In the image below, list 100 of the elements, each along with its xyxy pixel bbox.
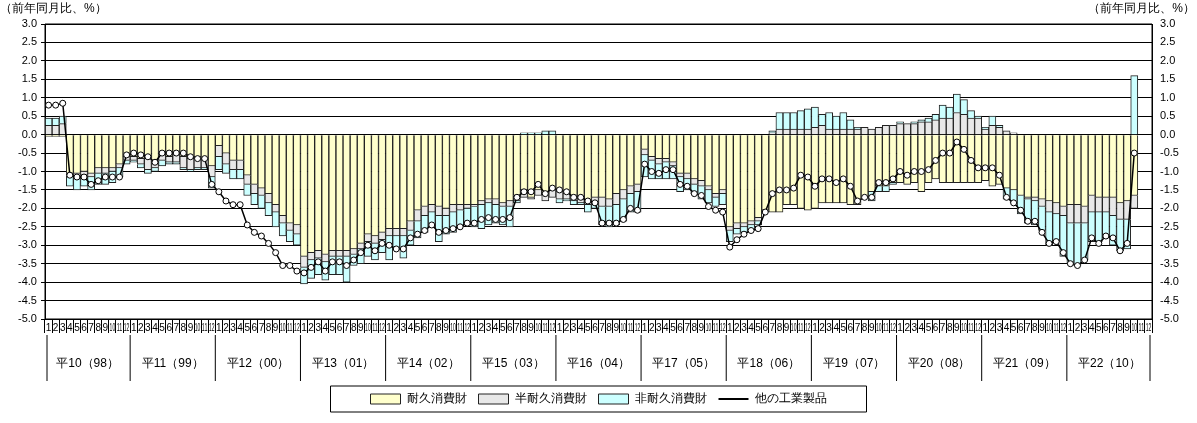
x-tick-label: 11 xyxy=(968,320,974,334)
x-tick-label: 10 xyxy=(876,320,882,334)
x-tick-label: 12 xyxy=(890,320,896,334)
y-tick-label: 3.0 xyxy=(21,17,37,30)
y-tick-label: 1.5 xyxy=(21,72,37,85)
y-tick-label: 2.5 xyxy=(21,35,37,48)
x-tick-label: 8 xyxy=(350,320,357,334)
x-tick-label: 2 xyxy=(989,320,996,334)
text: 平21（09） xyxy=(992,356,1056,371)
x-tick-label: 8 xyxy=(95,320,102,334)
x-tick-label: 2 xyxy=(52,320,59,334)
y2-tick-label: -2.0 xyxy=(1160,201,1179,214)
y2-tick-label: -3.5 xyxy=(1160,256,1179,269)
x-tick-label: 2 xyxy=(1074,320,1081,334)
x-tick-label: 1 xyxy=(130,320,137,334)
x-tick-label: 9 xyxy=(954,320,960,334)
legend-label: 半耐久消費財 xyxy=(514,391,587,406)
x-tick-label: 1 xyxy=(812,320,818,334)
x-tick-label: 12 xyxy=(1060,320,1067,334)
y-tick-label: 0.5 xyxy=(21,109,37,122)
x-tick-label: 9 xyxy=(187,320,194,334)
x-tick-label: 5 xyxy=(670,320,676,334)
x-tick-label: 12 xyxy=(208,320,215,334)
y2-tick-label: -5.0 xyxy=(1160,312,1179,325)
x-tick-label: 9 xyxy=(272,320,279,334)
x-tick-label: 11 xyxy=(712,320,719,334)
x-tick-label: 10 xyxy=(365,320,371,334)
x-tick-label: 9 xyxy=(443,320,449,334)
x-tick-label: 11 xyxy=(457,320,464,334)
x-tick-label: 10 xyxy=(705,320,712,334)
x-tick-label: 6 xyxy=(847,320,854,334)
x-tick-label: 6 xyxy=(1103,320,1109,334)
x-tick-label: 11 xyxy=(201,320,208,334)
x-tick-label: 3 xyxy=(826,320,833,334)
x-tick-label: 6 xyxy=(81,320,87,334)
x-tick-label: 7 xyxy=(428,320,435,334)
x-tick-label: 9 xyxy=(102,320,109,334)
y2-tick-label: -4.5 xyxy=(1160,293,1179,306)
x-tick-label: 9 xyxy=(357,320,364,334)
x-tick-label: 1 xyxy=(641,320,648,334)
x-tick-label: 11 xyxy=(797,320,804,334)
x-tick-label: 8 xyxy=(436,320,442,334)
x-tick-label: 2 xyxy=(308,320,315,334)
y2-tick-label: -2.5 xyxy=(1160,219,1179,232)
x-tick-label: 10 xyxy=(109,320,116,334)
x-tick-label: 8 xyxy=(521,320,527,334)
x-tick-label: 9 xyxy=(528,320,535,334)
y2-tick-label: -3.0 xyxy=(1160,238,1179,251)
x-tick-label: 10 xyxy=(535,320,542,334)
y-tick-label: -0.5 xyxy=(18,146,37,159)
x-tick-label: 8 xyxy=(946,320,953,334)
y-tick-label: -1.0 xyxy=(18,164,37,177)
x-tick-label: 9 xyxy=(783,320,790,334)
x-tick-label: 12 xyxy=(634,320,641,334)
x-tick-label: 1 xyxy=(45,320,52,334)
legend-label: 非耐久消費財 xyxy=(634,391,707,406)
x-tick-label: 7 xyxy=(1025,320,1031,334)
x-tick-label: 2 xyxy=(648,320,655,334)
x-tick-label: 2 xyxy=(393,320,400,334)
x-tick-label: 6 xyxy=(421,320,428,334)
y-tick-label: 0.0 xyxy=(21,127,37,140)
text: 平22（10） xyxy=(1078,356,1141,371)
x-tick-label: 3 xyxy=(230,320,236,334)
y-tick-label: -4.0 xyxy=(18,275,37,288)
x-tick-label: 7 xyxy=(258,320,265,334)
x-tick-label: 12 xyxy=(719,320,726,334)
x-tick-label: 8 xyxy=(691,320,698,334)
x-tick-label: 2 xyxy=(819,320,825,334)
x-tick-label: 3 xyxy=(59,320,66,334)
x-tick-label: 7 xyxy=(599,320,605,334)
x-tick-label: 3 xyxy=(996,320,1003,334)
x-tick-label: 8 xyxy=(1032,320,1038,334)
x-tick-label: 2 xyxy=(478,320,485,334)
y2-tick-label: 1.0 xyxy=(1160,90,1176,103)
x-tick-label: 6 xyxy=(251,320,258,334)
x-tick-label: 8 xyxy=(180,320,187,334)
x-tick-label: 7 xyxy=(514,320,520,334)
x-tick-label: 12 xyxy=(123,320,130,334)
text: 平16（04） xyxy=(567,356,630,371)
y-tick-label: -3.5 xyxy=(18,256,37,269)
x-tick-label: 10 xyxy=(790,320,797,334)
x-tick-label: 12 xyxy=(294,320,300,334)
y2-tick-label: -1.0 xyxy=(1160,164,1179,177)
x-tick-label: 10 xyxy=(1046,320,1053,334)
x-tick-label: 5 xyxy=(414,320,421,334)
x-tick-label: 5 xyxy=(1010,320,1017,334)
x-tick-label: 3 xyxy=(145,320,151,334)
x-tick-label: 11 xyxy=(1138,320,1145,334)
x-tick-label: 6 xyxy=(932,320,939,334)
x-tick-label: 10 xyxy=(620,320,627,334)
x-tick-label: 7 xyxy=(343,320,350,334)
x-tick-label: 2 xyxy=(138,320,144,334)
x-tick-label: 11 xyxy=(116,320,123,334)
x-tick-label: 3 xyxy=(570,320,577,334)
x-tick-label: 3 xyxy=(741,320,747,334)
x-tick-label: 8 xyxy=(1117,320,1123,334)
x-tick-label: 7 xyxy=(939,320,946,334)
x-tick-label: 7 xyxy=(88,320,95,334)
x-tick-label: 5 xyxy=(840,320,847,334)
x-tick-label: 7 xyxy=(684,320,691,334)
